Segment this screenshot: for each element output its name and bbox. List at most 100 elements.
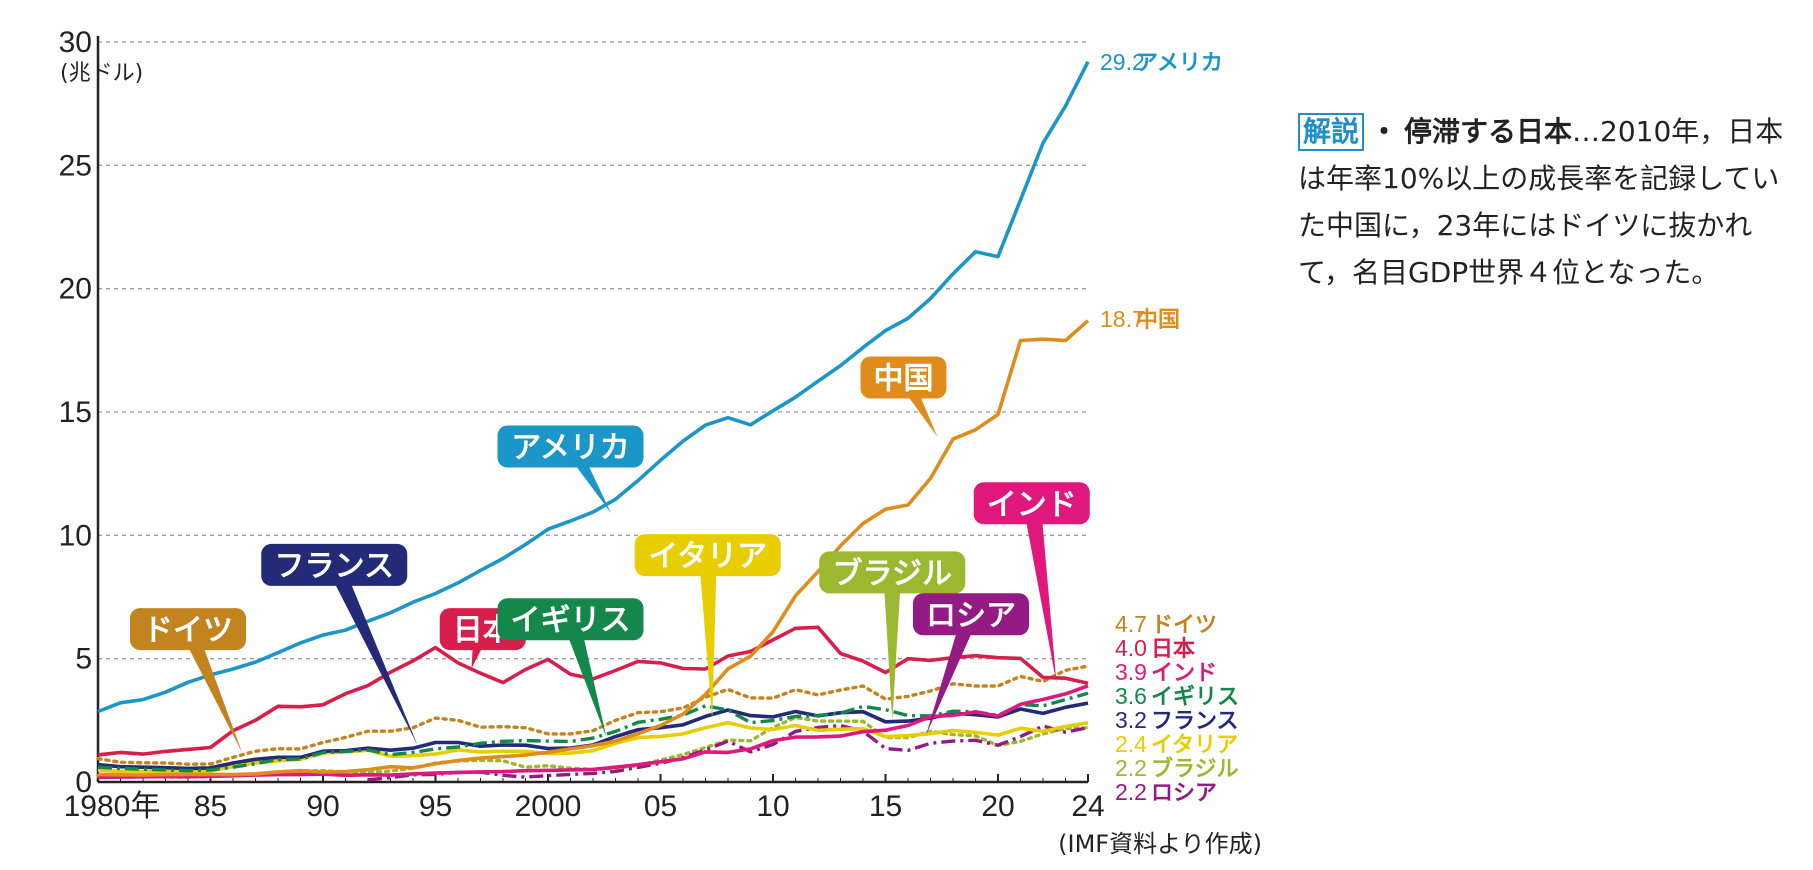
end-label-name: 中国 — [1136, 308, 1180, 333]
callout-pointer — [561, 619, 607, 738]
series-line-6 — [96, 664, 1090, 766]
end-label-5: 3.6 イギリス — [1115, 683, 1239, 710]
axes — [96, 36, 1088, 784]
series-line-9 — [97, 60, 1090, 714]
end-label-value: 4.0 — [1115, 635, 1147, 661]
x-tick-label-2000: 2000 — [515, 790, 582, 823]
callout-2: ドイツ — [130, 608, 246, 753]
end-label-3: 4.0 日本 — [1115, 635, 1195, 662]
y-axis-unit-label: (兆ドル) — [60, 61, 143, 86]
note-badge: 解説 — [1298, 113, 1365, 151]
callout-5: イギリス — [497, 598, 644, 738]
y-tick-label-10: 10 — [59, 519, 92, 552]
end-label-name: アメリカ — [1136, 51, 1223, 76]
callout-box — [497, 425, 644, 468]
end-label-value: 2.2 — [1115, 755, 1147, 781]
callout-pointer — [561, 446, 611, 514]
callout-pointer — [1022, 503, 1057, 684]
end-label-9: 2.2 ロシア — [1115, 779, 1217, 806]
series-line-4 — [97, 691, 1089, 773]
callout-box — [973, 482, 1090, 525]
series-line-8 — [97, 319, 1090, 777]
end-label-name: 日本 — [1151, 637, 1195, 662]
callout-label: ドイツ — [143, 613, 233, 648]
y-tick-label-30: 30 — [59, 26, 92, 59]
end-label-name: インド — [1151, 661, 1217, 686]
callout-label: インド — [987, 487, 1077, 522]
x-tick-label-2024: 24 — [1071, 790, 1104, 823]
callout-label: 中国 — [874, 361, 934, 396]
end-label-name: ロシア — [1151, 781, 1217, 806]
callout-0: アメリカ — [497, 425, 644, 514]
callout-box — [819, 551, 966, 594]
x-axis-ticks: 1980年 85 90 95 2000 05 10 15 20 24 — [64, 774, 1105, 823]
callout-9: インド — [973, 482, 1090, 684]
x-tick-label-1990: 90 — [306, 790, 339, 823]
note-body: …2010年，日本は年率10%以上の成長率を記録していた中国に，23年にはドイツ… — [1298, 115, 1784, 289]
callout-box — [913, 593, 1029, 636]
y-axis-ticks: 0 5 10 15 20 25 30 — [59, 26, 92, 799]
y-tick-label-25: 25 — [59, 149, 92, 182]
end-label-value: 2.2 — [1115, 779, 1147, 805]
callout-label: フランス — [275, 549, 394, 584]
callout-6: イタリア — [634, 534, 781, 721]
end-label-value: 3.2 — [1115, 707, 1147, 733]
y-tick-label-15: 15 — [59, 396, 92, 429]
end-label-name: イタリア — [1151, 733, 1238, 758]
callout-box — [860, 356, 947, 399]
end-label-value: 18.7 — [1100, 306, 1145, 332]
y-tick-label-5: 5 — [75, 643, 92, 676]
x-tick-label-1985: 85 — [194, 790, 227, 823]
y-tick-label-0: 0 — [75, 766, 92, 799]
callout-box — [497, 598, 644, 641]
source-note: (IMF資料より作成) — [1058, 830, 1262, 858]
end-label-value: 2.4 — [1115, 731, 1147, 757]
note-heading: 停滞する日本 — [1404, 115, 1573, 148]
callout-label: アメリカ — [511, 431, 630, 466]
end-label-name: フランス — [1151, 709, 1239, 734]
series-lines — [96, 60, 1090, 782]
callout-label: ブラジル — [833, 556, 952, 591]
end-label-value: 29.2 — [1100, 49, 1145, 75]
callout-label: イタリア — [648, 539, 767, 574]
callout-box — [130, 608, 246, 651]
end-label-8: 2.2 ブラジル — [1115, 755, 1239, 782]
callout-3: フランス — [261, 543, 418, 745]
x-tick-label-2020: 20 — [981, 790, 1014, 823]
x-tick-label-2010: 10 — [756, 790, 789, 823]
callout-1: 中国 — [860, 356, 947, 437]
end-label-4: 3.9 インド — [1115, 659, 1217, 686]
end-label-name: ドイツ — [1151, 613, 1217, 638]
callout-box — [261, 543, 408, 586]
end-label-1: 18.7中国 — [1100, 306, 1180, 333]
x-tick-label-1980: 1980年 — [64, 790, 161, 823]
callout-box — [634, 534, 781, 577]
explanation-note: 解説・停滞する日本…2010年，日本は年率10%以上の成長率を記録していた中国に… — [1298, 108, 1798, 296]
end-label-2: 4.7 ドイツ — [1115, 611, 1217, 638]
end-label-value: 3.6 — [1115, 683, 1147, 709]
end-label-name: ブラジル — [1151, 756, 1239, 782]
end-label-value: 4.7 — [1115, 611, 1147, 637]
x-tick-label-1995: 95 — [419, 790, 452, 823]
end-label-6: 3.2 フランス — [1115, 707, 1239, 734]
callout-label: イギリス — [511, 603, 631, 638]
y-tick-label-20: 20 — [59, 273, 92, 306]
end-label-name: イギリス — [1151, 685, 1239, 710]
x-tick-label-2015: 15 — [869, 790, 902, 823]
callout-label: ロシア — [926, 598, 1016, 633]
end-label-value: 3.9 — [1115, 659, 1147, 685]
callout-pointer — [325, 564, 418, 745]
callout-8: ロシア — [913, 593, 1029, 736]
note-bullet: ・ — [1370, 115, 1399, 148]
callout-7: ブラジル — [819, 551, 966, 721]
callout-pointer — [698, 555, 717, 721]
end-label-7: 2.4 イタリア — [1115, 731, 1238, 758]
callout-pointer — [883, 572, 902, 721]
callout-pointer — [926, 614, 980, 736]
callout-pointer — [179, 629, 242, 753]
x-tick-label-2005: 05 — [644, 790, 677, 823]
